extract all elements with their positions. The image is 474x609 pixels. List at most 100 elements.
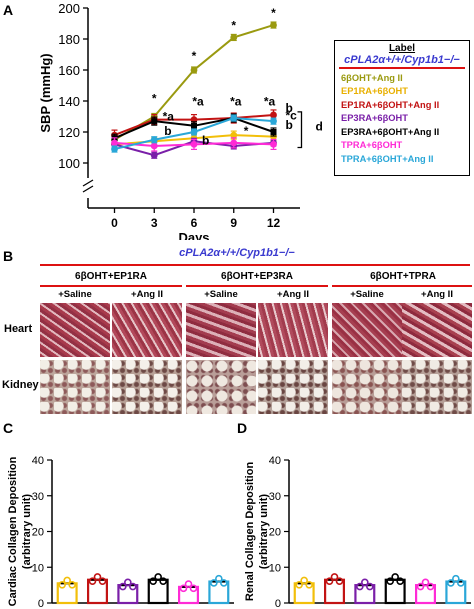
genotype-underline [40, 264, 470, 266]
heart-micrograph [402, 303, 472, 357]
condition-label: +Ang II [421, 289, 453, 300]
data-point [230, 34, 238, 41]
y-tick-label: 120 [58, 125, 80, 140]
data-point [88, 577, 97, 585]
data-point [230, 114, 238, 122]
group-label-ep1ra: 6βOHT+EP1RA [75, 271, 147, 282]
data-point [150, 136, 158, 144]
y-tick-label: 140 [58, 94, 80, 109]
data-point [305, 580, 313, 589]
data-point [426, 582, 435, 591]
x-axis-title: Days [178, 230, 209, 240]
x-tick-label: 9 [230, 216, 237, 230]
condition-label: +Ang II [131, 289, 163, 300]
condition-label: +Saline [204, 289, 238, 300]
legend-title: Label [388, 43, 416, 54]
data-point [189, 584, 198, 593]
data-point [129, 582, 137, 591]
data-point [154, 573, 162, 581]
axis-break-mark [82, 179, 94, 187]
data-point [190, 66, 198, 74]
data-point [220, 579, 228, 587]
significance-annotation: * [192, 49, 197, 63]
data-point [210, 579, 218, 587]
legend-entry: EP3RA+6βOHT [341, 113, 408, 123]
kidney-micrograph [112, 360, 182, 414]
axis-break-mark [82, 185, 94, 193]
y-tick-label: 10 [32, 562, 44, 574]
data-point [421, 578, 430, 587]
y-tick-label: 40 [269, 455, 281, 467]
kidney-micrograph [186, 360, 256, 414]
significance-annotation: b [286, 101, 293, 115]
data-point [190, 128, 198, 136]
data-point [98, 577, 107, 585]
row-label-heart: Heart [4, 323, 33, 335]
kidney-micrograph [402, 360, 472, 414]
data-point [416, 582, 425, 591]
y-tick-label: 30 [32, 491, 44, 503]
heart-micrograph [186, 303, 256, 357]
significance-annotation: *a [264, 95, 276, 109]
significance-annotation: *a [230, 95, 242, 109]
heart-micrograph [112, 303, 182, 357]
y-axis-title: Cardiac Collagen Deposition [7, 456, 19, 606]
data-point [325, 577, 334, 585]
y-tick-label: 0 [38, 598, 44, 609]
data-point [361, 578, 369, 587]
data-point [150, 151, 158, 159]
y-axis-title: SBP (mmHg) [38, 53, 53, 132]
significance-annotation: *a [163, 110, 175, 124]
data-point [230, 131, 238, 139]
condition-label: +Saline [350, 289, 384, 300]
data-point [366, 582, 374, 591]
data-point [386, 577, 394, 585]
sbp-line-chart: 100 120 140 160 180 200 0 3 6 9 12 Days SBP (mmHg) * *… [38, 1, 323, 240]
significance-annotation: * [271, 6, 276, 20]
data-point [452, 574, 460, 583]
legend-entry: TPRA+6βOHT [341, 140, 403, 150]
condition-label: +Ang II [277, 289, 309, 300]
legend-entry: TPRA+6βOHT+Ang II [341, 153, 434, 164]
significance-annotation: *c [286, 109, 298, 123]
y-axis-title: Renal Collagen Deposition [244, 462, 256, 602]
sbp-legend: Label cPLA2α+/+/Cyp1b1−/− 6βOHT+Ang II E… [334, 40, 470, 176]
cardiac-collagen-bar-chart: 0 10 20 30 40 Cardiac Collagen Deposition (arb… [7, 455, 234, 609]
data-point [457, 579, 465, 587]
heart-micrograph [258, 303, 328, 357]
data-point [270, 111, 277, 119]
data-point [68, 580, 76, 589]
y-axis-title-unit: (arbitrary unit) [258, 494, 270, 570]
y-tick-label: 160 [58, 63, 80, 78]
y-tick-label: 20 [32, 527, 44, 539]
bar [177, 585, 200, 605]
kidney-micrograph [40, 360, 110, 414]
y-tick-label: 200 [58, 1, 80, 16]
data-point [119, 582, 127, 591]
significance-annotation: b [286, 118, 293, 132]
data-point [149, 577, 157, 585]
data-point [190, 141, 198, 148]
y-tick-label: 30 [269, 491, 281, 503]
data-point [447, 579, 455, 587]
panel-letter-c: C [3, 420, 14, 436]
y-axis-title-unit: (arbitrary unit) [21, 494, 33, 570]
data-point [111, 139, 118, 147]
y-tick-label: 100 [58, 156, 80, 171]
data-point [270, 141, 277, 148]
significance-annotation: b [202, 133, 209, 147]
legend-genotype: cPLA2α+/+/Cyp1b1−/− [344, 54, 460, 66]
data-point [150, 142, 158, 150]
legend-entry: 6βOHT+Ang II [341, 72, 403, 83]
sbp-chart-plot: 100 120 140 160 180 200 0 3 6 9 12 Days SBP (mmHg) * *… [38, 1, 323, 240]
y-tick-label: 0 [275, 598, 281, 609]
data-point [396, 577, 404, 585]
heart-micrograph [332, 303, 402, 357]
data-point [300, 576, 308, 585]
significance-annotation: *a [192, 95, 204, 109]
y-tick-label: 40 [32, 455, 44, 467]
data-point [270, 21, 277, 29]
panel-letter-d: D [237, 420, 248, 436]
legend-entry: EP1RA+6βOHT+Ang II [341, 99, 440, 110]
x-tick-label: 6 [191, 216, 198, 230]
